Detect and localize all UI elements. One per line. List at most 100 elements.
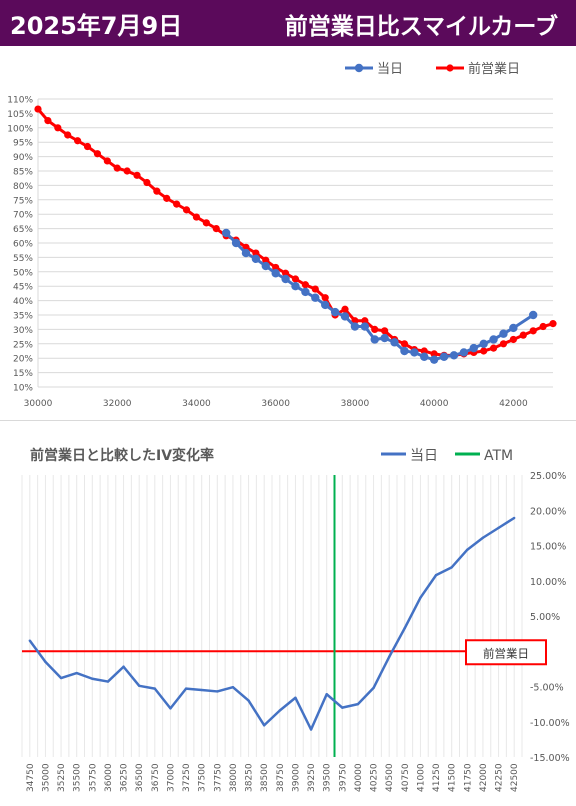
previous-day-point — [371, 325, 379, 333]
previous-day-point — [74, 137, 82, 145]
today-point — [321, 300, 330, 310]
y-tick-label: 80% — [13, 182, 33, 192]
previous-day-point — [519, 331, 527, 339]
today-point — [449, 351, 459, 360]
previous-day-point — [103, 157, 111, 165]
previous-day-point — [291, 275, 300, 283]
x-tick-label: 36250 — [120, 763, 130, 792]
previous-day-point — [182, 206, 191, 214]
today-point — [44, 660, 47, 664]
today-point — [469, 343, 478, 353]
previous-day-point — [381, 327, 389, 335]
x-tick-label: 36750 — [151, 763, 161, 792]
x-tick-label: 41000 — [416, 763, 426, 792]
today-point — [251, 254, 261, 264]
today-point — [459, 348, 469, 357]
x-tick-label: 41750 — [463, 763, 473, 792]
y-tick-label: 85% — [13, 168, 33, 178]
legend-label: 当日 — [377, 62, 403, 77]
y-tick-label: 70% — [13, 211, 33, 221]
smile-curve-chart: 10% 15% 20% 25% 30% 35% 40% 45% 50% 55% 60% 65% 70% 7… — [7, 61, 557, 409]
today-point — [340, 312, 350, 321]
x-tick-label: 37250 — [182, 763, 192, 792]
previous-day-point — [44, 117, 52, 125]
x-tick-label: 40750 — [401, 763, 411, 792]
today-point — [153, 687, 157, 690]
x-tick-label: 40000 — [420, 399, 449, 409]
x-tick-label: 36500 — [135, 763, 145, 792]
page-title: 前営業日比スマイルカーブ — [284, 14, 558, 40]
today-point — [311, 293, 320, 302]
today-point — [169, 707, 172, 710]
previous-day-point — [54, 124, 62, 132]
today-point — [387, 655, 391, 659]
previous-day-point — [272, 263, 280, 272]
x-tick-label: 36000 — [104, 763, 114, 792]
series-line-today — [28, 516, 515, 731]
previous-day-point — [430, 350, 438, 358]
previous-day-point — [202, 219, 210, 227]
x-tick-label: 42000 — [479, 763, 489, 792]
y-tick-label: 40% — [13, 297, 33, 307]
page-header: 2025年7月9日 前営業日比スマイルカーブ — [0, 0, 576, 46]
previous-day-point — [489, 344, 498, 352]
x-tick-label: 39250 — [307, 763, 317, 792]
today-point — [419, 596, 422, 599]
previous-day-point — [153, 187, 161, 195]
previous-day-point — [480, 347, 488, 355]
y-tick-label: 55% — [13, 254, 33, 264]
y-tick-label: 75% — [13, 196, 33, 206]
y-tick-label: 5.00% — [530, 612, 560, 623]
x-tick-label: 39000 — [291, 763, 301, 792]
previous-day-point — [311, 285, 319, 293]
y-tick-label: 20.00% — [530, 506, 566, 517]
previous-day-point — [321, 294, 329, 302]
previous-day-point — [539, 322, 547, 331]
x-tick-label: 38750 — [276, 763, 286, 792]
today-point — [75, 671, 78, 675]
x-tick-label: 35250 — [57, 763, 67, 792]
today-point — [241, 248, 251, 258]
x-tick-label: 38500 — [260, 763, 270, 792]
series-line-previous-day — [36, 108, 554, 357]
today-point — [410, 348, 419, 357]
y-tick-label: 15% — [13, 369, 33, 379]
previous-day-point — [93, 150, 102, 158]
x-tick-label: 42500 — [510, 763, 520, 792]
previous-day-point — [123, 167, 131, 175]
today-point — [356, 702, 360, 706]
today-point — [325, 693, 328, 696]
x-tick-label: 35500 — [73, 763, 83, 792]
today-point — [434, 573, 438, 577]
x-tick-label: 32000 — [103, 399, 132, 409]
legend-label: ATM — [484, 448, 513, 464]
x-tick-label: 36000 — [261, 399, 290, 409]
today-point — [380, 333, 389, 343]
previous-day-point — [400, 340, 409, 348]
today-point — [294, 696, 297, 699]
x-tick-label: 40000 — [354, 763, 364, 792]
series-line-today — [225, 231, 535, 362]
x-tick-label: 39750 — [338, 763, 348, 792]
today-point — [291, 282, 300, 291]
x-tick-label: 34000 — [182, 399, 211, 409]
previous-day-point — [281, 269, 290, 277]
today-point — [479, 339, 488, 348]
today-point — [231, 238, 241, 248]
y-tick-label: 10.00% — [530, 577, 566, 588]
x-tick-label: 40500 — [385, 763, 395, 792]
y-tick-label: -10.00% — [530, 718, 570, 729]
previous-day-point — [341, 305, 349, 313]
x-tick-label: 37000 — [166, 763, 176, 792]
y-tick-label: 60% — [13, 240, 33, 250]
previous-day-point — [509, 335, 517, 344]
y-tick-label: 10% — [13, 384, 33, 394]
x-tick-label: 37500 — [198, 763, 208, 792]
legend-marker — [354, 63, 364, 73]
previous-day-point — [192, 213, 201, 221]
previous-day-point — [301, 281, 310, 289]
previous-day-point — [361, 317, 369, 325]
x-tick-label: 40250 — [370, 763, 380, 792]
x-tick-label: 39500 — [323, 763, 333, 792]
today-point — [350, 322, 360, 331]
